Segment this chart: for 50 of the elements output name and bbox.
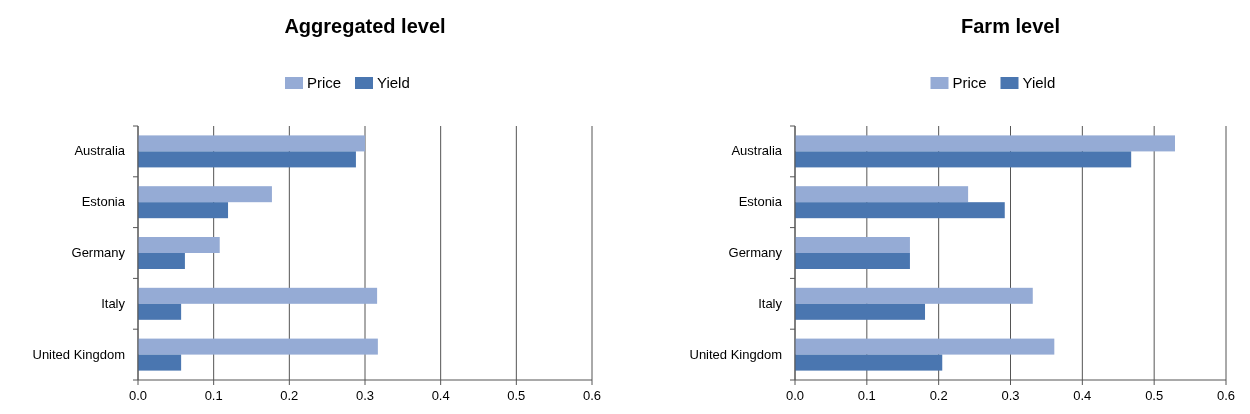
- legend-label: Yield: [377, 74, 410, 91]
- y-tick-label: Germany: [728, 245, 783, 260]
- bar: [795, 303, 926, 320]
- bar: [795, 287, 1033, 304]
- bar: [138, 303, 182, 320]
- x-tick-label: 0.1: [204, 388, 223, 403]
- legend-label: Yield: [1022, 74, 1056, 91]
- bar: [138, 186, 272, 203]
- bar: [795, 237, 910, 253]
- y-tick-label: Australia: [731, 143, 783, 159]
- chart-title: Farm level: [961, 15, 1060, 37]
- y-tick-label: United Kingdom: [689, 346, 782, 362]
- bar: [138, 237, 220, 253]
- x-tick-label: 0.6: [1216, 388, 1236, 403]
- bar: [138, 202, 229, 219]
- x-tick-label: 0.0: [128, 388, 148, 403]
- y-tick-label: United Kingdom: [32, 346, 125, 362]
- y-tick-label: Italy: [101, 295, 126, 311]
- legend-label: Price: [307, 74, 342, 91]
- bar: [795, 202, 1005, 219]
- y-tick-label: Estonia: [738, 194, 783, 210]
- bar: [795, 338, 1055, 355]
- y-tick-label: Germany: [71, 245, 126, 260]
- bar: [795, 151, 1132, 168]
- x-tick-label: 0.3: [1001, 388, 1020, 403]
- x-tick-label: 0.3: [355, 388, 375, 403]
- y-tick-label: Italy: [758, 295, 783, 311]
- y-tick-label: Estonia: [81, 194, 126, 210]
- bar: [138, 338, 378, 355]
- bar: [795, 135, 1175, 152]
- chart-title: Aggregated level: [284, 15, 446, 37]
- x-tick-label: 0.4: [431, 388, 450, 403]
- bar: [138, 287, 378, 304]
- x-tick-label: 0.2: [929, 388, 948, 403]
- bar: [138, 135, 365, 152]
- y-tick-label: Australia: [74, 143, 126, 159]
- bar: [795, 186, 969, 203]
- bar: [795, 354, 943, 371]
- x-tick-label: 0.1: [857, 388, 876, 403]
- bar: [138, 253, 185, 269]
- x-tick-label: 0.5: [507, 388, 526, 403]
- x-tick-label: 0.6: [582, 388, 602, 403]
- x-tick-label: 0.2: [280, 388, 299, 403]
- x-tick-label: 0.5: [1145, 388, 1164, 403]
- bar: [795, 253, 910, 269]
- bar: [138, 151, 356, 168]
- x-tick-label: 0.4: [1073, 388, 1092, 403]
- x-tick-label: 0.0: [785, 388, 805, 403]
- bar: [138, 354, 182, 371]
- legend-label: Price: [952, 74, 987, 91]
